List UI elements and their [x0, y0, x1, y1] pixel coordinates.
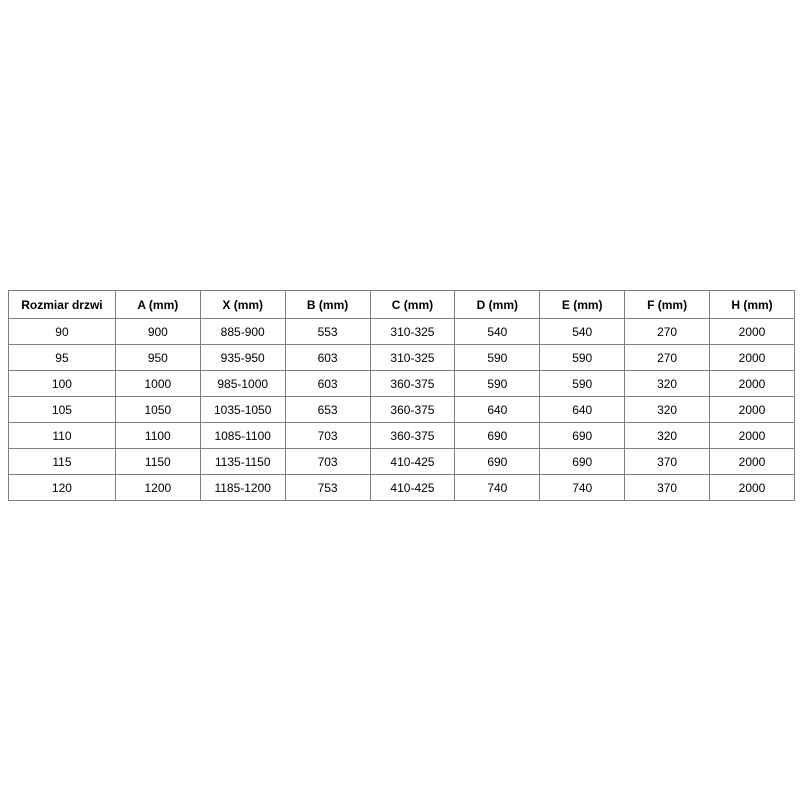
- table-cell: 370: [624, 448, 711, 475]
- table-cell: 105: [8, 396, 116, 423]
- table-cell: 985-1000: [199, 370, 286, 397]
- spec-table-head: Rozmiar drzwi A (mm) X (mm) B (mm) C (mm) D (…: [8, 290, 795, 319]
- table-cell: 603: [284, 370, 371, 397]
- table-cell: 2000: [709, 396, 795, 423]
- table-cell: 703: [284, 422, 371, 449]
- table-cell: 553: [284, 318, 371, 345]
- table-row: 90 900 885-900 553 310-325 540 540 270 2000: [8, 318, 795, 345]
- table-row: 100 1000 985-1000 603 360-375 590 590 320 2000: [8, 370, 795, 397]
- table-cell: 640: [454, 396, 541, 423]
- table-cell: 690: [539, 422, 626, 449]
- table-cell: 2000: [709, 422, 795, 449]
- table-cell: 703: [284, 448, 371, 475]
- table-cell: 90: [8, 318, 116, 345]
- table-cell: 2000: [709, 344, 795, 371]
- table-cell: 115: [8, 448, 116, 475]
- table-cell: 540: [539, 318, 626, 345]
- table-cell: 270: [624, 318, 711, 345]
- table-row: 105 1050 1035-1050 653 360-375 640 640 320 2000: [8, 396, 795, 423]
- table-cell: 740: [539, 474, 626, 501]
- table-cell: 410-425: [369, 474, 456, 501]
- column-header: F (mm): [624, 290, 711, 319]
- table-cell: 270: [624, 344, 711, 371]
- column-header: Rozmiar drzwi: [8, 290, 116, 319]
- spec-table-body: 90 900 885-900 553 310-325 540 540 270 2000 95 950…: [8, 318, 795, 501]
- table-cell: 900: [114, 318, 201, 345]
- table-cell: 950: [114, 344, 201, 371]
- table-cell: 690: [454, 448, 541, 475]
- table-cell: 360-375: [369, 422, 456, 449]
- table-cell: 2000: [709, 318, 795, 345]
- table-cell: 100: [8, 370, 116, 397]
- table-cell: 690: [539, 448, 626, 475]
- column-header: D (mm): [454, 290, 541, 319]
- table-cell: 590: [454, 344, 541, 371]
- spec-table-container: Rozmiar drzwi A (mm) X (mm) B (mm) C (mm) D (…: [8, 290, 795, 501]
- table-cell: 310-325: [369, 344, 456, 371]
- table-row: 120 1200 1185-1200 753 410-425 740 740 370 2000: [8, 474, 795, 501]
- table-row: 110 1100 1085-1100 703 360-375 690 690 320 2000: [8, 422, 795, 449]
- table-cell: 1100: [114, 422, 201, 449]
- table-cell: 603: [284, 344, 371, 371]
- table-cell: 360-375: [369, 396, 456, 423]
- column-header: B (mm): [284, 290, 371, 319]
- column-header: H (mm): [709, 290, 795, 319]
- table-cell: 690: [454, 422, 541, 449]
- column-header: X (mm): [199, 290, 286, 319]
- table-cell: 740: [454, 474, 541, 501]
- table-cell: 1135-1150: [199, 448, 286, 475]
- table-cell: 2000: [709, 370, 795, 397]
- table-cell: 590: [454, 370, 541, 397]
- table-cell: 590: [539, 344, 626, 371]
- table-cell: 653: [284, 396, 371, 423]
- table-cell: 370: [624, 474, 711, 501]
- table-cell: 1035-1050: [199, 396, 286, 423]
- spec-table: Rozmiar drzwi A (mm) X (mm) B (mm) C (mm) D (…: [8, 290, 795, 501]
- table-cell: 1185-1200: [199, 474, 286, 501]
- table-cell: 320: [624, 422, 711, 449]
- table-cell: 1085-1100: [199, 422, 286, 449]
- table-cell: 320: [624, 396, 711, 423]
- table-cell: 2000: [709, 448, 795, 475]
- spec-table-head-row: Rozmiar drzwi A (mm) X (mm) B (mm) C (mm) D (…: [8, 290, 795, 319]
- table-cell: 110: [8, 422, 116, 449]
- table-cell: 310-325: [369, 318, 456, 345]
- table-row: 115 1150 1135-1150 703 410-425 690 690 370 2000: [8, 448, 795, 475]
- table-cell: 2000: [709, 474, 795, 501]
- table-cell: 590: [539, 370, 626, 397]
- table-cell: 95: [8, 344, 116, 371]
- table-cell: 1000: [114, 370, 201, 397]
- column-header: E (mm): [539, 290, 626, 319]
- column-header: C (mm): [369, 290, 456, 319]
- table-cell: 1200: [114, 474, 201, 501]
- table-cell: 640: [539, 396, 626, 423]
- table-cell: 885-900: [199, 318, 286, 345]
- table-cell: 540: [454, 318, 541, 345]
- table-cell: 410-425: [369, 448, 456, 475]
- table-cell: 753: [284, 474, 371, 501]
- table-cell: 1050: [114, 396, 201, 423]
- column-header: A (mm): [114, 290, 201, 319]
- table-cell: 1150: [114, 448, 201, 475]
- table-cell: 935-950: [199, 344, 286, 371]
- table-cell: 120: [8, 474, 116, 501]
- table-cell: 360-375: [369, 370, 456, 397]
- table-cell: 320: [624, 370, 711, 397]
- table-row: 95 950 935-950 603 310-325 590 590 270 2000: [8, 344, 795, 371]
